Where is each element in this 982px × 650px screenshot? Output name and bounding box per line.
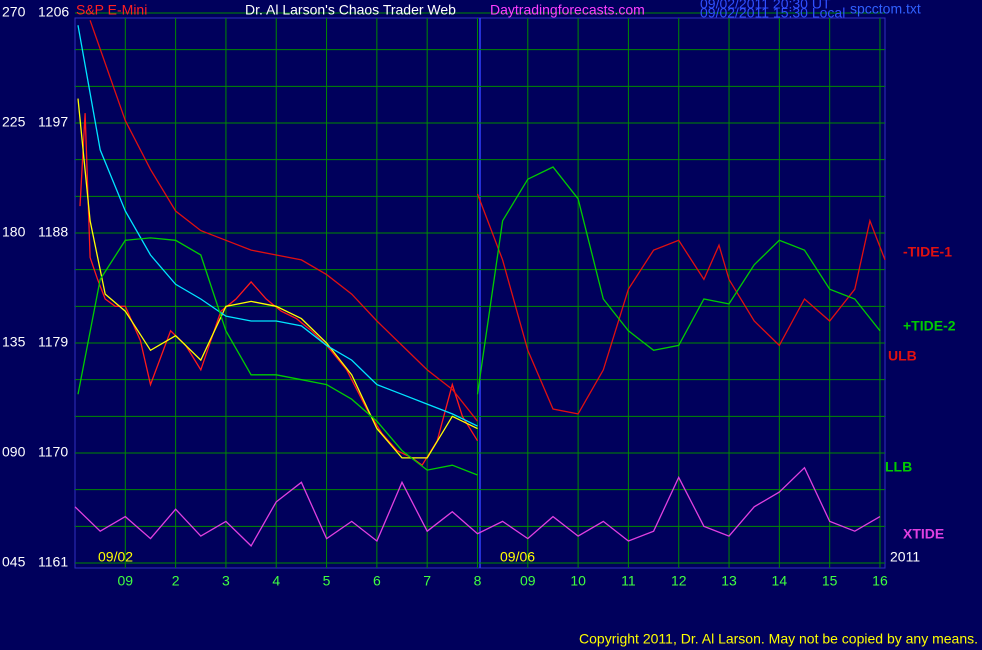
copyright: Copyright 2011, Dr. Al Larson. May not b…: [579, 631, 978, 647]
x-tick-label: 3: [222, 573, 230, 589]
y2-tick-label: 1197: [38, 114, 68, 130]
y-tick-label: 090: [2, 444, 26, 460]
x-tick-label: 16: [872, 573, 888, 589]
x-tick-label: 5: [323, 573, 331, 589]
legend-label: XTIDE: [903, 526, 944, 542]
lines: [74, 20, 886, 547]
y-tick-label: 180: [2, 224, 26, 240]
y-tick-label: 270: [2, 4, 26, 20]
chart-title: Dr. Al Larson's Chaos Trader Web: [245, 2, 456, 18]
series-line: [77, 237, 478, 476]
x-tick-label: 2: [172, 573, 180, 589]
y2-tick-label: 1188: [38, 224, 68, 240]
x-tick-label: 10: [570, 573, 586, 589]
y-tick-label: 045: [2, 554, 26, 570]
x-tick-label: 6: [373, 573, 381, 589]
site: Daytradingforecasts.com: [490, 2, 645, 18]
series-line: [476, 193, 886, 415]
date-label: 09/06: [500, 549, 535, 565]
x-tick-label: 7: [423, 573, 431, 589]
series-line: [476, 166, 881, 395]
y2-tick-label: 1170: [38, 444, 68, 460]
instrument: S&P E-Mini: [76, 2, 147, 18]
y2-tick-label: 1179: [38, 334, 68, 350]
legend-label: ULB: [888, 348, 917, 364]
year-label: 2011: [890, 549, 920, 565]
x-tick-label: 8: [474, 573, 482, 589]
x-tick-label: 11: [621, 573, 636, 589]
timestamp: 09/02/2011 15:30 Local: [700, 5, 845, 21]
file-name: spcctom.txt: [850, 1, 921, 17]
y2-tick-label: 1206: [38, 4, 69, 20]
series-line: [77, 98, 478, 459]
y2-tick-label: 1161: [38, 554, 68, 570]
legend-label: -TIDE-1: [903, 244, 952, 260]
x-tick-label: 09: [118, 573, 134, 589]
x-tick-label: 13: [721, 573, 737, 589]
series-line: [74, 466, 881, 547]
grid: [75, 12, 885, 568]
legend-label: +TIDE-2: [903, 318, 956, 334]
x-tick-label: 09: [520, 573, 536, 589]
legend-label: LLB: [885, 459, 912, 475]
date-label: 09/02: [98, 549, 133, 565]
x-tick-label: 14: [772, 573, 788, 589]
y-tick-label: 135: [2, 334, 26, 350]
x-tick-label: 12: [671, 573, 687, 589]
y-tick-label: 225: [2, 114, 26, 130]
timestamp: 09/02/2011 20:30 UT: [700, 0, 831, 12]
x-tick-label: 4: [272, 573, 280, 589]
series-line: [77, 25, 478, 427]
series-line: [89, 20, 479, 422]
x-tick-label: 15: [822, 573, 838, 589]
